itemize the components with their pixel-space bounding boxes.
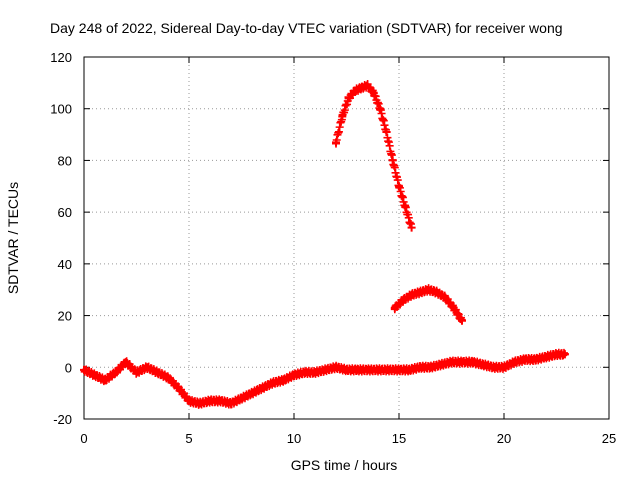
series-arc-high	[332, 80, 416, 232]
data-point	[426, 363, 435, 372]
data-point	[300, 368, 309, 377]
data-point	[458, 316, 466, 325]
series-markers	[80, 348, 569, 409]
data-point	[363, 81, 372, 90]
data-point	[311, 368, 319, 377]
data-point	[338, 112, 347, 121]
data-point	[405, 365, 414, 374]
data-point	[388, 156, 397, 165]
data-point	[101, 376, 109, 385]
data-point	[395, 365, 403, 374]
data-point	[510, 358, 519, 367]
data-point	[216, 396, 225, 405]
data-point	[237, 394, 246, 403]
data-point	[174, 383, 183, 392]
x-tick-label: 5	[185, 431, 192, 446]
data-point	[369, 89, 378, 98]
data-point	[458, 358, 466, 367]
data-point	[390, 303, 399, 312]
data-point	[468, 358, 477, 367]
data-point	[479, 360, 487, 369]
data-point	[153, 368, 162, 377]
data-point	[269, 378, 277, 387]
data-point	[399, 296, 408, 305]
data-point	[122, 358, 130, 367]
data-point	[401, 202, 410, 211]
series-arc-mid	[390, 284, 466, 325]
data-point	[395, 182, 403, 191]
data-point	[489, 363, 498, 372]
x-tick-label: 15	[392, 431, 406, 446]
data-point	[350, 86, 359, 95]
data-point	[542, 352, 550, 361]
data-point	[206, 396, 214, 405]
y-tick-label: 60	[58, 205, 72, 220]
data-point	[164, 373, 172, 382]
axis-ticks: 0 5 10 15 20 25 -20 0 20 40 60 80 100 120	[50, 50, 616, 446]
x-tick-label: 20	[497, 431, 511, 446]
data-point	[342, 365, 351, 374]
data-point	[447, 358, 456, 367]
y-axis-label: SDTVAR / TECUs	[5, 182, 21, 294]
data-point	[248, 389, 256, 398]
data-point	[90, 371, 99, 380]
series-baseline	[80, 348, 569, 409]
data-point	[437, 360, 445, 369]
series-markers	[332, 80, 415, 228]
data-point	[424, 285, 433, 294]
y-tick-label: 120	[50, 50, 72, 65]
data-point	[416, 363, 424, 372]
data-point	[321, 365, 330, 374]
y-tick-label: 20	[58, 309, 72, 324]
data-point	[384, 365, 393, 374]
data-point	[374, 365, 382, 374]
data-point	[332, 363, 340, 372]
data-point	[560, 350, 569, 359]
data-point	[290, 371, 298, 380]
grid-lines	[84, 57, 609, 419]
data-point	[227, 399, 235, 408]
data-point	[195, 399, 204, 408]
data-point	[111, 368, 120, 377]
data-point	[332, 138, 340, 147]
data-point	[363, 365, 372, 374]
x-tick-label: 10	[287, 431, 301, 446]
data-point	[185, 396, 193, 405]
data-series	[80, 80, 569, 409]
data-point	[143, 363, 151, 372]
chart-title: Day 248 of 2022, Sidereal Day-to-day VTE…	[50, 20, 563, 36]
data-point	[353, 365, 361, 374]
data-point	[449, 303, 458, 312]
data-point	[531, 355, 540, 364]
data-point	[416, 288, 424, 297]
data-point	[441, 293, 450, 302]
y-tick-label: 40	[58, 257, 72, 272]
x-axis-label: GPS time / hours	[291, 457, 398, 473]
data-point	[407, 290, 416, 299]
data-point	[432, 288, 441, 297]
data-point	[258, 383, 267, 392]
data-point	[357, 84, 366, 93]
data-point	[552, 350, 561, 359]
data-point	[500, 363, 508, 372]
data-point	[521, 355, 529, 364]
data-point	[344, 94, 353, 103]
data-point	[382, 127, 391, 136]
data-point	[407, 223, 416, 232]
x-tick-label: 25	[602, 431, 616, 446]
data-point	[132, 368, 141, 377]
data-point	[279, 376, 288, 385]
data-point	[376, 104, 385, 113]
plot-frame	[83, 56, 610, 420]
y-tick-label: 100	[50, 102, 72, 117]
x-tick-label: 0	[80, 431, 87, 446]
y-tick-label: 0	[65, 360, 72, 375]
y-tick-label: -20	[53, 412, 72, 427]
data-point	[80, 365, 88, 374]
y-tick-label: 80	[58, 153, 72, 168]
